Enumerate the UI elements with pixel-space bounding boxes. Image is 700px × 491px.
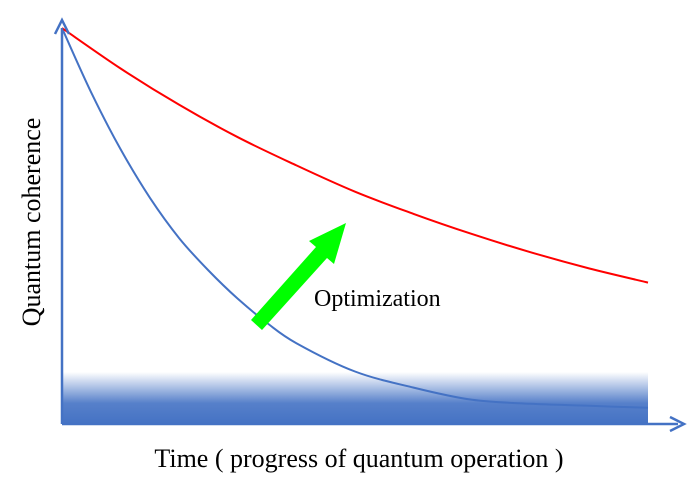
baseline-decay-curve xyxy=(61,27,649,409)
optimization-arrow xyxy=(251,223,346,330)
floor-gradient-band xyxy=(62,372,648,424)
x-axis-label: Time ( progress of quantum operation ) xyxy=(154,444,563,473)
optimized-decay-curve xyxy=(61,27,649,284)
optimization-label: Optimization xyxy=(314,286,441,312)
y-axis-label: Quantum coherence xyxy=(17,118,46,327)
y-axis-arrowhead xyxy=(53,17,71,35)
curves-group xyxy=(61,27,649,409)
x-axis-arrowhead xyxy=(669,415,687,433)
